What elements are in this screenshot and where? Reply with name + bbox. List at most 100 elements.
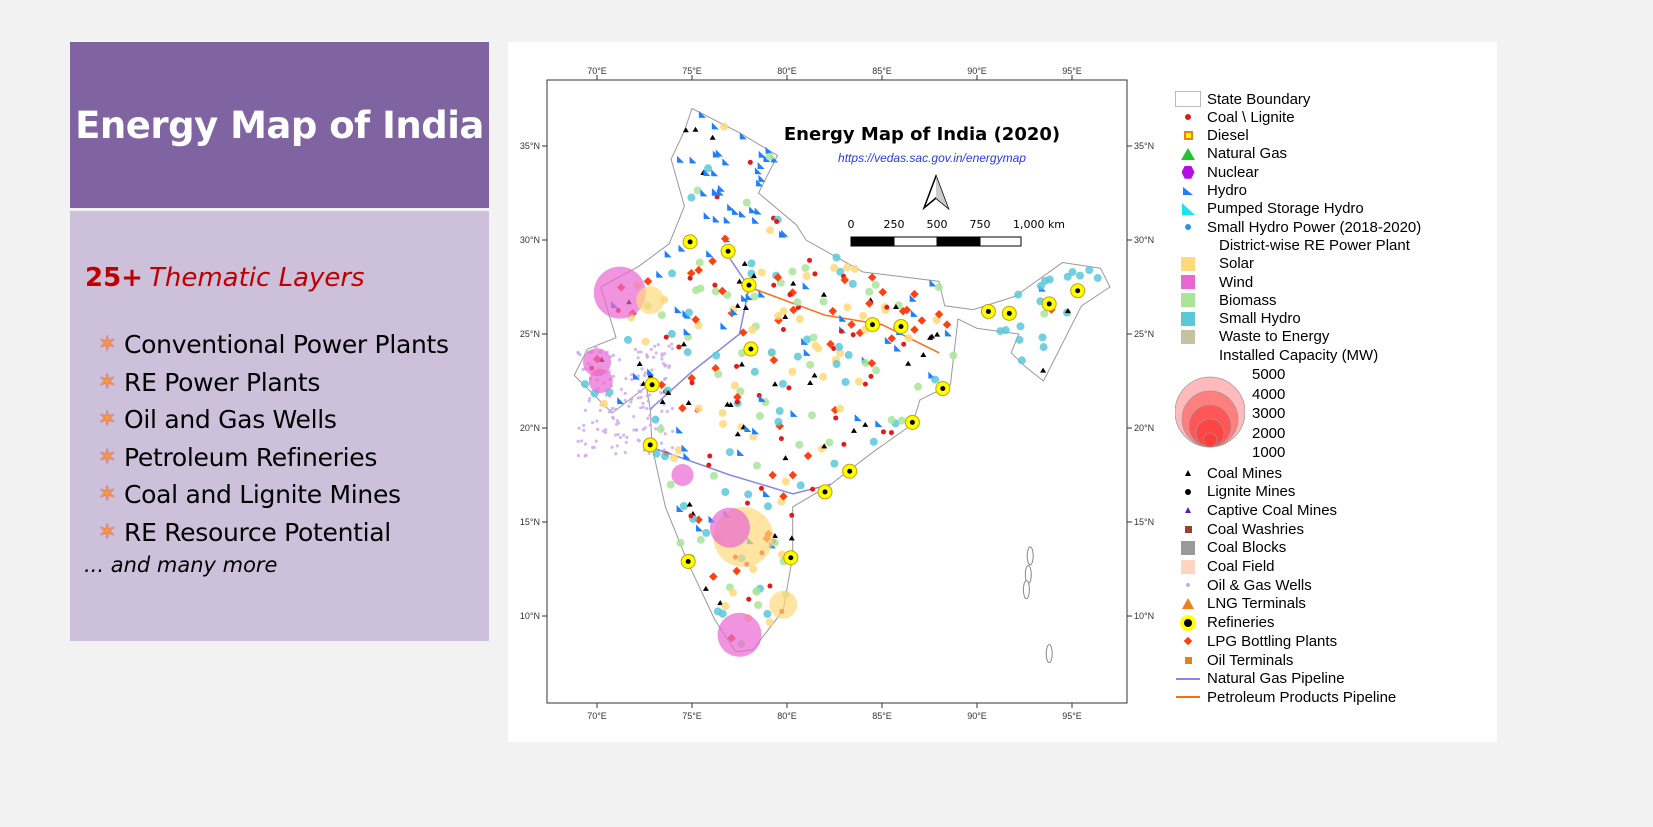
lon-tick-label: 75°E bbox=[682, 711, 702, 721]
hydro-plant-marker bbox=[617, 397, 625, 405]
coal-plant-marker bbox=[850, 332, 856, 338]
legend-item: Biomass bbox=[1175, 291, 1277, 309]
small-hydro-marker bbox=[684, 308, 693, 317]
hydro-plant-marker bbox=[677, 155, 685, 163]
coal-plant-marker bbox=[734, 363, 740, 369]
legend-label: Oil & Gas Wells bbox=[1207, 576, 1312, 594]
capacity-bubble bbox=[583, 348, 611, 377]
hydro-plant-marker bbox=[803, 348, 811, 356]
hydro-plant-marker bbox=[712, 215, 720, 223]
refinery-center bbox=[647, 442, 653, 448]
small-hydro-marker bbox=[1039, 343, 1048, 352]
small-hydro-marker bbox=[652, 449, 661, 458]
oil-gas-well bbox=[595, 419, 599, 423]
hydro-plant-marker bbox=[706, 250, 714, 258]
legend-sq-icon bbox=[1175, 273, 1201, 291]
hydro-plant-marker bbox=[703, 169, 711, 177]
layer-item: ✶ Coal and Lignite Mines bbox=[98, 476, 449, 514]
oil-gas-well bbox=[660, 409, 664, 413]
small-hydro-marker bbox=[713, 607, 722, 616]
layer-item: ✶ Petroleum Refineries bbox=[98, 439, 449, 477]
coal-plant-marker bbox=[767, 583, 773, 589]
oil-gas-well bbox=[646, 416, 650, 421]
scale-bar-segment bbox=[979, 236, 1022, 247]
legend-label: Pumped Storage Hydro bbox=[1207, 200, 1364, 218]
capacity-bubble bbox=[636, 286, 665, 315]
coal-plant-marker bbox=[689, 380, 695, 386]
oil-gas-well bbox=[642, 374, 647, 378]
legend-line-icon bbox=[1175, 688, 1201, 706]
lpg-plant-marker bbox=[779, 492, 788, 501]
coal-mine-marker bbox=[927, 334, 934, 340]
lon-tick-label: 85°E bbox=[872, 66, 892, 76]
oil-gas-well bbox=[670, 406, 675, 411]
oil-gas-well bbox=[632, 428, 636, 432]
oil-gas-well bbox=[641, 405, 645, 409]
lpg-plant-marker bbox=[773, 273, 783, 282]
small-hydro-marker bbox=[774, 417, 783, 426]
slide-title: Energy Map of India bbox=[75, 103, 484, 147]
capacity-bubble bbox=[593, 266, 646, 319]
re-solar-marker bbox=[836, 348, 845, 357]
coal-mine-marker bbox=[850, 427, 857, 433]
coal-plant-marker bbox=[688, 513, 694, 519]
coal-plant-marker bbox=[862, 381, 868, 387]
hydro-plant-marker bbox=[700, 189, 708, 197]
oil-gas-well bbox=[661, 361, 665, 366]
refinery-center bbox=[746, 282, 752, 288]
legend-item: Coal Field bbox=[1175, 558, 1275, 576]
coal-plant-marker bbox=[771, 282, 777, 288]
re-solar-marker bbox=[850, 264, 859, 273]
scale-label: 250 bbox=[884, 218, 905, 231]
small-hydro-marker bbox=[764, 502, 773, 511]
star-icon: ✶ bbox=[98, 332, 117, 358]
oil-gas-well bbox=[671, 429, 675, 433]
small-hydro-marker bbox=[663, 386, 672, 395]
oil-gas-well bbox=[630, 373, 634, 377]
hydro-plant-marker bbox=[738, 210, 746, 218]
legend-label: Diesel bbox=[1207, 127, 1249, 145]
hydro-plant-marker bbox=[731, 207, 739, 215]
refinery-center bbox=[909, 419, 915, 425]
legend-item: State Boundary bbox=[1175, 90, 1310, 108]
oil-gas-well bbox=[614, 407, 618, 411]
oil-gas-well bbox=[645, 394, 649, 398]
coal-mine-marker bbox=[734, 431, 741, 437]
coal-plant-marker bbox=[707, 453, 713, 459]
legend-item: Coal Washries bbox=[1175, 520, 1304, 538]
re-solar-marker bbox=[795, 315, 804, 324]
legend-tri-orange-icon bbox=[1175, 595, 1201, 613]
lpg-plant-marker bbox=[739, 328, 748, 337]
small-hydro-marker bbox=[803, 335, 812, 344]
coal-plant-marker bbox=[706, 462, 712, 468]
legend-sq-small-icon bbox=[1175, 651, 1201, 669]
oil-gas-well bbox=[639, 390, 643, 394]
re-biomass-marker bbox=[714, 370, 723, 379]
hydro-plant-marker bbox=[711, 122, 719, 130]
lat-tick-label: 25°N bbox=[520, 329, 540, 339]
re-solar-marker bbox=[779, 307, 788, 316]
legend-label: State Boundary bbox=[1207, 90, 1311, 108]
india-map: 70°E 70°E 75°E 75°E 80°E 80°E 85°E 85°E 90°E 90°E… bbox=[520, 66, 1154, 721]
re-biomass-marker bbox=[897, 416, 906, 425]
re-biomass-marker bbox=[752, 461, 761, 470]
re-biomass-marker bbox=[887, 415, 896, 424]
legend-none-icon bbox=[1175, 236, 1201, 254]
layers-heading-text: Thematic Layers bbox=[148, 263, 365, 293]
oil-gas-well bbox=[636, 356, 640, 360]
oil-gas-well bbox=[581, 423, 586, 427]
re-solar-marker bbox=[774, 311, 783, 320]
re-solar-marker bbox=[765, 618, 774, 627]
legend-label: Nuclear bbox=[1207, 163, 1259, 181]
coal-plant-marker bbox=[787, 292, 793, 298]
coal-mine-marker bbox=[741, 260, 748, 266]
re-biomass-marker bbox=[806, 360, 815, 369]
re-biomass-marker bbox=[819, 297, 828, 306]
layer-item-label: Coal and Lignite Mines bbox=[124, 480, 401, 510]
oil-gas-well bbox=[663, 352, 667, 356]
oil-gas-well bbox=[637, 439, 641, 443]
small-hydro-marker bbox=[830, 459, 839, 468]
refinery-center bbox=[649, 382, 655, 388]
hydro-plant-marker bbox=[884, 336, 892, 344]
legend-item: Wind bbox=[1175, 273, 1253, 291]
